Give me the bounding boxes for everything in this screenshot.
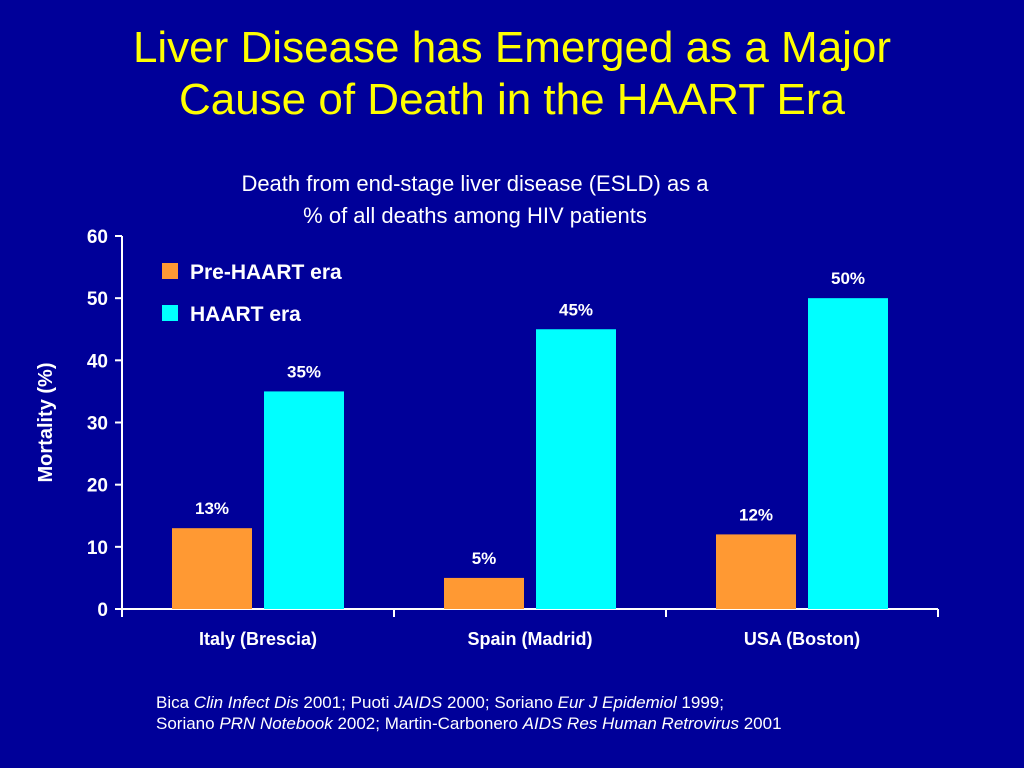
- data-label-pre-haart-2: 12%: [739, 505, 773, 524]
- footnote-run-2-2: 2002; Martin-Carbonero: [332, 714, 523, 733]
- footnote-run-1-5: Eur J Epidemiol: [557, 693, 677, 712]
- footnote-line-2: Soriano PRN Notebook 2002; Martin-Carbon…: [156, 713, 1016, 734]
- data-label-pre-haart-1: 5%: [472, 549, 497, 568]
- data-label-haart-2: 50%: [831, 269, 865, 288]
- data-label-haart-0: 35%: [287, 362, 321, 381]
- footnote-run-1-2: 2001; Puoti: [298, 693, 395, 712]
- x-category-label-0: Italy (Brescia): [199, 629, 317, 649]
- footnote-line-1: Bica Clin Infect Dis 2001; Puoti JAIDS 2…: [156, 692, 1016, 713]
- y-tick-label-20: 20: [87, 476, 108, 497]
- legend-label-1: HAART era: [190, 303, 301, 326]
- x-category-label-1: Spain (Madrid): [468, 629, 593, 649]
- bar-pre-haart-1: [444, 577, 524, 609]
- footnote-run-1-1: Clin Infect Dis: [193, 693, 299, 712]
- footnote: Bica Clin Infect Dis 2001; Puoti JAIDS 2…: [156, 692, 1016, 734]
- slide-title: Liver Disease has Emerged as a Major Cau…: [0, 22, 1024, 126]
- y-tick-label-40: 40: [87, 351, 108, 372]
- legend-label-0: Pre-HAART era: [190, 261, 342, 284]
- y-tick-label-50: 50: [87, 289, 108, 310]
- chart-legend: Pre-HAART era HAART era: [162, 261, 342, 326]
- data-label-pre-haart-0: 13%: [195, 499, 229, 518]
- footnote-run-2-1: PRN Notebook: [219, 714, 333, 733]
- bar-pre-haart-0: [172, 528, 252, 609]
- y-axis-label: Mortality (%): [35, 363, 57, 483]
- footnote-run-2-3: AIDS Res Human Retrovirus: [522, 714, 739, 733]
- bar-haart-2: [808, 298, 888, 609]
- x-category-label-2: USA (Boston): [744, 629, 860, 649]
- chart-title-line-1: Death from end-stage liver disease (ESLD…: [241, 171, 709, 196]
- bar-haart-0: [264, 391, 344, 609]
- footnote-run-1-4: 2000; Soriano: [442, 693, 558, 712]
- chart-bars: [172, 298, 888, 609]
- bar-pre-haart-2: [716, 534, 796, 609]
- slide-title-line-2: Cause of Death in the HAART Era: [178, 75, 846, 124]
- y-tick-label-30: 30: [87, 414, 108, 435]
- legend-swatch-1: [162, 305, 178, 321]
- y-tick-label-60: 60: [87, 227, 108, 248]
- chart-title: Death from end-stage liver disease (ESLD…: [150, 168, 800, 232]
- y-tick-label-10: 10: [87, 538, 108, 559]
- chart-labels: 13% 35% Italy (Brescia) 5% 45% Spain (Madrid)…: [195, 269, 865, 649]
- slide-title-line-1: Liver Disease has Emerged as a Major: [132, 23, 892, 72]
- footnote-run-2-4: 2001: [739, 714, 782, 733]
- chart-axes: 0 10 20 30 40 50 60 Mortality (%): [35, 227, 939, 621]
- chart-title-line-2: % of all deaths among HIV patients: [303, 203, 647, 228]
- footnote-run-1-0: Bica: [156, 693, 194, 712]
- footnote-run-2-0: Soriano: [156, 714, 220, 733]
- y-tick-label-0: 0: [97, 600, 108, 621]
- bar-haart-1: [536, 329, 616, 609]
- footnote-run-1-6: 1999;: [676, 693, 724, 712]
- data-label-haart-1: 45%: [559, 300, 593, 319]
- legend-swatch-0: [162, 263, 178, 279]
- footnote-run-1-3: JAIDS: [394, 693, 443, 712]
